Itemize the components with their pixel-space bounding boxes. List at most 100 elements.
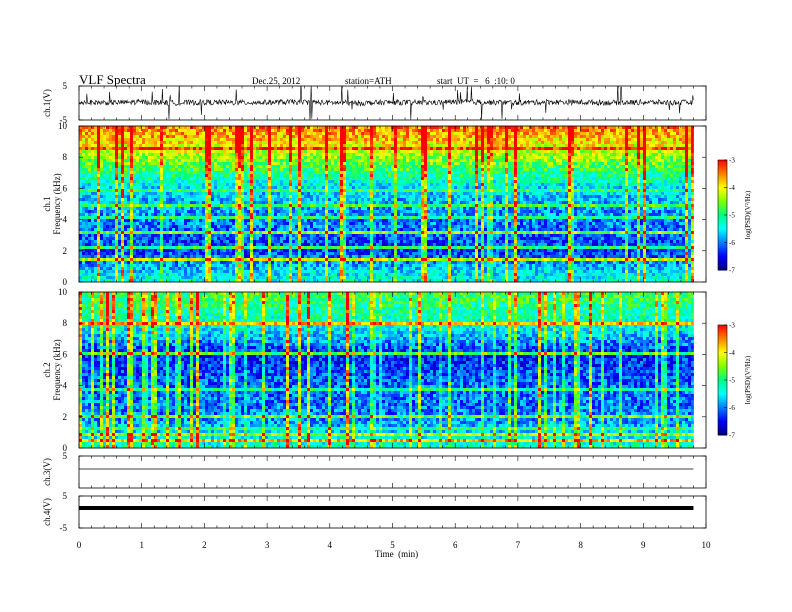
spectrogram-cell <box>154 153 158 157</box>
spectrogram-cell <box>178 195 182 199</box>
spectrogram-cell <box>289 156 293 160</box>
spectrogram-cell <box>556 147 560 151</box>
spectrogram-cell <box>157 168 161 172</box>
spectrogram-cell <box>322 162 326 166</box>
spectrogram-cell <box>247 135 251 139</box>
spectrogram-cell <box>514 174 518 178</box>
spectrogram-cell <box>115 183 119 187</box>
spectrogram-cell <box>325 144 329 148</box>
spectrogram-cell <box>103 183 107 187</box>
spectrogram-cell <box>184 162 188 166</box>
spectrogram-cell <box>469 186 473 190</box>
spectrogram-cell <box>574 147 578 151</box>
spectrogram-cell <box>484 195 488 199</box>
spectrogram-cell <box>448 150 452 154</box>
spectrogram-cell <box>400 168 404 172</box>
spectrogram-cell <box>259 138 263 142</box>
spectrogram-cell <box>691 183 694 187</box>
spectrogram-cell <box>85 186 89 190</box>
spectrogram-cell <box>211 162 215 166</box>
spectrogram-cell <box>409 156 413 160</box>
spectrogram-cell <box>184 186 188 190</box>
spectrogram-cell <box>184 195 188 199</box>
spectrogram-cell <box>277 147 281 151</box>
spectrogram-cell <box>214 144 218 148</box>
spectrogram-cell <box>217 162 221 166</box>
spectrogram-cell <box>379 147 383 151</box>
spectrogram-cell <box>472 129 476 133</box>
spectrogram-cell <box>655 165 659 169</box>
spectrogram-cell <box>178 174 182 178</box>
spectrogram-cell <box>331 177 335 181</box>
spectrogram-cell <box>277 141 281 145</box>
spectrogram-cell <box>163 126 167 130</box>
spectrogram-cell <box>517 129 521 133</box>
spectrogram-cell <box>118 192 122 196</box>
spectrogram-cell <box>655 186 659 190</box>
spectrogram-cell <box>271 198 275 202</box>
spectrogram-cell <box>307 150 311 154</box>
spectrogram-cell <box>175 135 179 139</box>
spectrogram-cell <box>265 180 269 184</box>
spectrogram-cell <box>475 135 479 139</box>
spectrogram-cell <box>295 162 299 166</box>
spectrogram-cell <box>511 171 515 175</box>
spectrogram-cell <box>310 132 314 136</box>
spectrogram-cell <box>307 126 311 130</box>
spectrogram-cell <box>94 183 98 187</box>
spectrogram-cell <box>103 198 107 202</box>
spectrogram-cell <box>520 141 524 145</box>
spectrogram-cell <box>418 135 422 139</box>
spectrogram-cell <box>586 126 590 130</box>
spectrogram-cell <box>637 174 641 178</box>
spectrogram-cell <box>322 153 326 157</box>
spectrogram-cell <box>265 177 269 181</box>
spectrogram-cell <box>151 180 155 184</box>
spectrogram-cell <box>184 132 188 136</box>
spectrogram-cell <box>586 192 590 196</box>
spectrogram-cell <box>457 195 461 199</box>
spectrogram-cell <box>499 174 503 178</box>
spectrogram-cell <box>289 129 293 133</box>
spectrogram-cell <box>139 168 143 172</box>
spectrogram-cell <box>151 186 155 190</box>
spectrogram-cell <box>205 186 209 190</box>
spectrogram-cell <box>244 165 248 169</box>
spectrogram-cell <box>193 162 197 166</box>
spectrogram-cell <box>439 195 443 199</box>
spectrogram-cell <box>595 189 599 193</box>
spectrogram-cell <box>88 174 92 178</box>
spectrogram-cell <box>211 180 215 184</box>
spectrogram-cell <box>463 192 467 196</box>
spectrogram-cell <box>226 126 230 130</box>
spectrogram-cell <box>463 162 467 166</box>
spectrogram-cell <box>319 132 323 136</box>
spectrogram-cell <box>124 156 128 160</box>
spectrogram-cell <box>130 162 134 166</box>
spectrogram-cell <box>346 177 350 181</box>
spectrogram-cell <box>538 159 542 163</box>
spectrogram-cell <box>601 156 605 160</box>
spectrogram-cell <box>376 132 380 136</box>
spectrogram-cell <box>124 171 128 175</box>
spectrogram-cell <box>271 162 275 166</box>
spectrogram-cell <box>583 156 587 160</box>
spectrogram-cell <box>88 156 92 160</box>
spectrogram-cell <box>151 132 155 136</box>
spectrogram-cell <box>511 168 515 172</box>
spectrogram-cell <box>331 186 335 190</box>
spectrogram-cell <box>211 168 215 172</box>
spectrogram-cell <box>397 189 401 193</box>
spectrogram-cell <box>424 183 428 187</box>
spectrogram-cell <box>331 129 335 133</box>
spectrogram-cell <box>457 165 461 169</box>
spectrogram-cell <box>451 195 455 199</box>
spectrogram-cell <box>430 180 434 184</box>
spectrogram-cell <box>442 156 446 160</box>
spectrogram-cell <box>433 156 437 160</box>
spectrogram-cell <box>346 156 350 160</box>
spectrogram-cell <box>328 180 332 184</box>
spectrogram-cell <box>247 147 251 151</box>
spectrogram-cell <box>685 144 689 148</box>
spectrogram-cell <box>544 150 548 154</box>
